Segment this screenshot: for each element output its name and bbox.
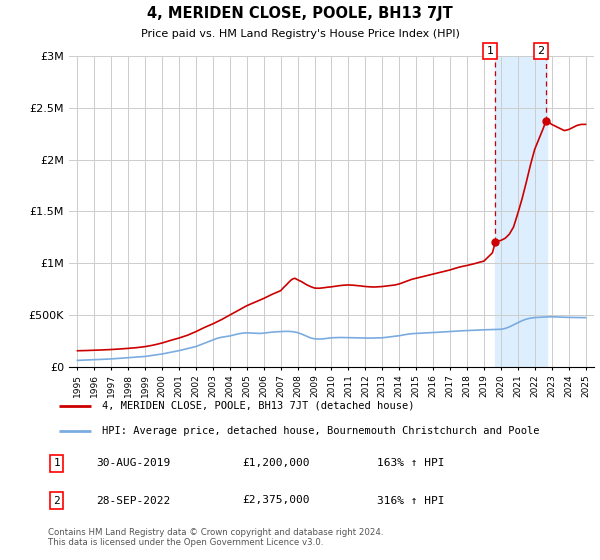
Text: HPI: Average price, detached house, Bournemouth Christchurch and Poole: HPI: Average price, detached house, Bour…	[102, 426, 539, 436]
Text: 28-SEP-2022: 28-SEP-2022	[97, 496, 171, 506]
Text: 163% ↑ HPI: 163% ↑ HPI	[377, 459, 445, 468]
Text: Contains HM Land Registry data © Crown copyright and database right 2024.
This d: Contains HM Land Registry data © Crown c…	[48, 528, 383, 547]
Text: 316% ↑ HPI: 316% ↑ HPI	[377, 496, 445, 506]
Text: Price paid vs. HM Land Registry's House Price Index (HPI): Price paid vs. HM Land Registry's House …	[140, 29, 460, 39]
Text: 1: 1	[53, 459, 60, 468]
Text: 1: 1	[487, 46, 494, 56]
Text: 2: 2	[538, 46, 545, 56]
Text: £2,375,000: £2,375,000	[242, 496, 310, 506]
Text: 30-AUG-2019: 30-AUG-2019	[97, 459, 171, 468]
Text: £1,200,000: £1,200,000	[242, 459, 310, 468]
Text: 4, MERIDEN CLOSE, POOLE, BH13 7JT (detached house): 4, MERIDEN CLOSE, POOLE, BH13 7JT (detac…	[102, 401, 415, 411]
Bar	[495, 56, 547, 367]
Text: 2: 2	[53, 496, 60, 506]
Text: 4, MERIDEN CLOSE, POOLE, BH13 7JT: 4, MERIDEN CLOSE, POOLE, BH13 7JT	[147, 6, 453, 21]
